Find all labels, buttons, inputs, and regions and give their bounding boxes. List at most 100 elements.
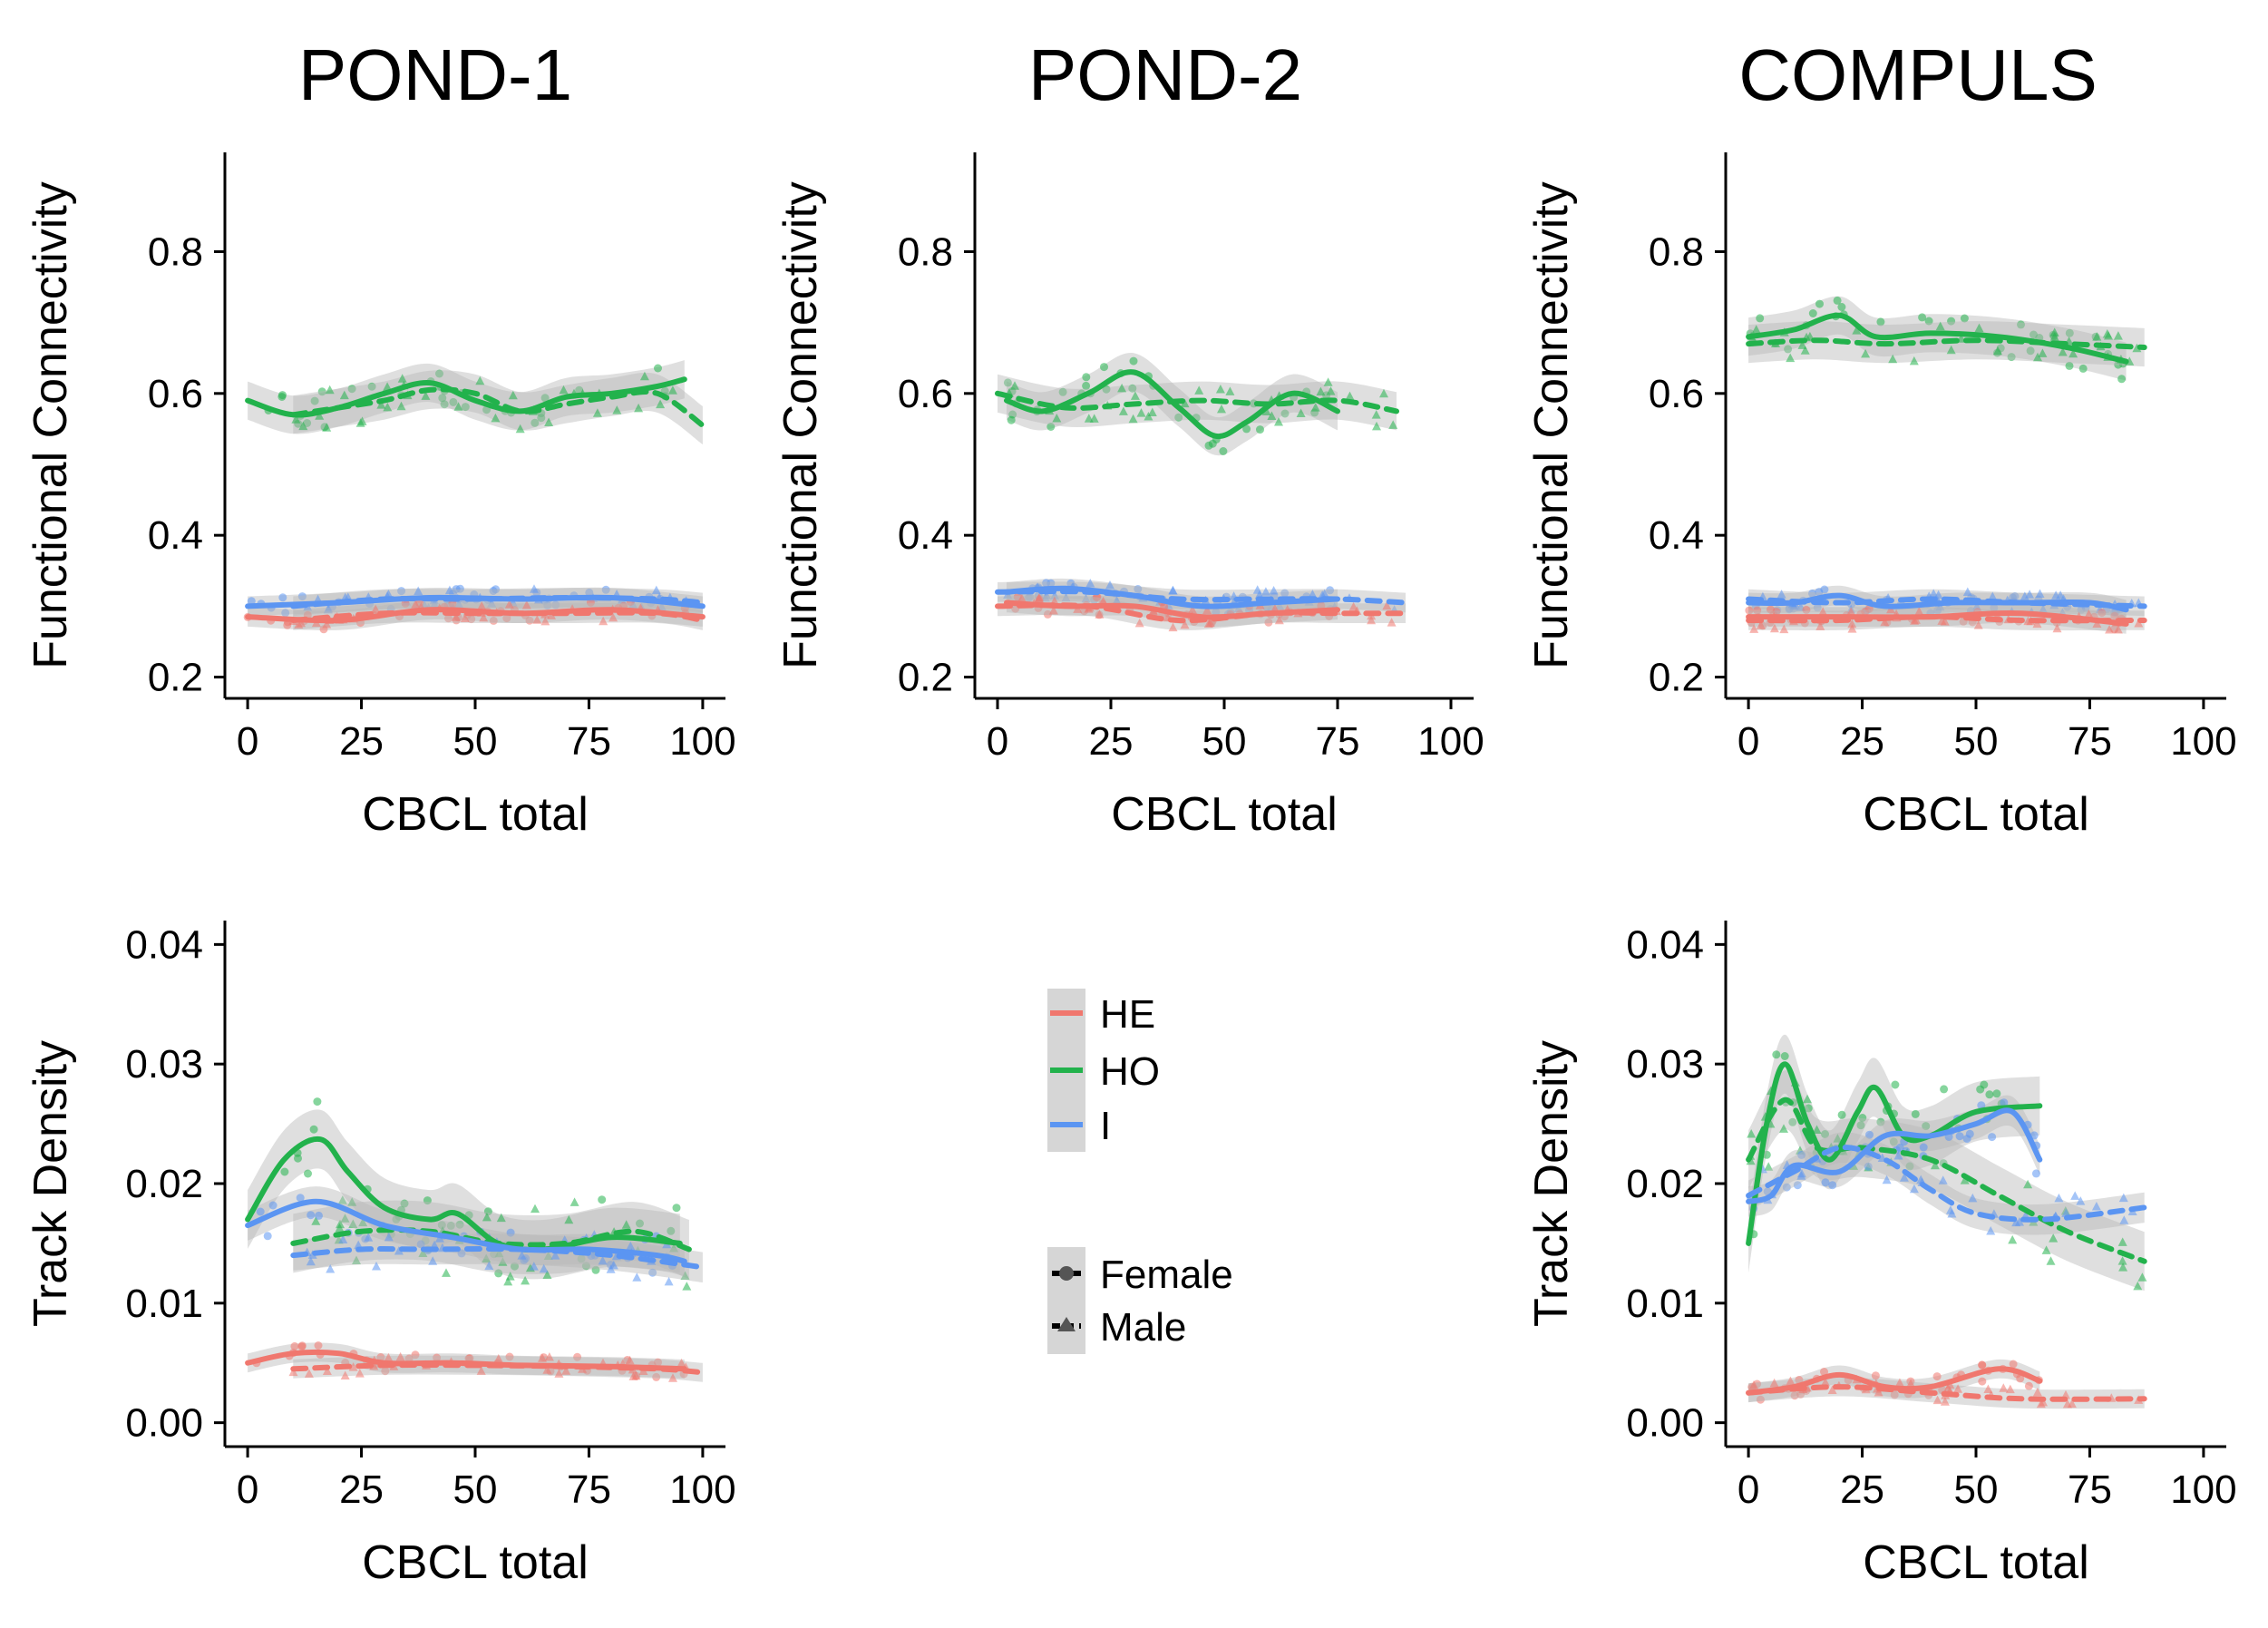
data-point-female [1745,606,1754,615]
data-point-female [392,1214,401,1223]
data-point-male [394,1246,404,1255]
data-point-male [544,1352,554,1361]
data-point-female [309,1125,318,1134]
data-point-female [1100,363,1108,372]
data-point-male [1827,1385,1837,1394]
data-point-male [451,612,461,621]
data-point-female [1780,1052,1789,1060]
data-point-female [1992,1089,2001,1098]
data-point-female [648,1268,657,1277]
data-point-female [315,1211,323,1220]
data-point-male [564,1214,574,1224]
data-point-male [2049,332,2059,341]
data-point-female [1003,378,1012,387]
data-point-male [1894,1378,1904,1387]
legend-label-i: I [1100,1104,1111,1148]
data-point-male [1932,1395,1942,1405]
data-point-female [1858,1114,1867,1122]
data-point-male [337,1195,347,1204]
legend-label-male: Male [1100,1305,1186,1350]
data-point-male [2041,1245,2051,1254]
data-point-male [1194,385,1204,395]
data-point-male [2070,1191,2080,1200]
legend-marker-female [1059,1266,1074,1281]
data-point-female [278,391,287,400]
series-line-he-male [290,1362,706,1376]
data-point-male [1796,1168,1806,1178]
data-point-male [1180,619,1190,629]
data-point-female [433,1353,442,1362]
data-point-female [654,364,662,373]
data-point-male [418,1248,428,1257]
data-point-female [1890,1390,1899,1399]
data-point-male [508,390,518,400]
data-point-male [1983,1384,1993,1393]
data-point-male [1779,624,1789,634]
data-point-male [1937,616,1947,625]
data-point-male [1747,1129,1757,1138]
data-point-male [1203,619,1213,628]
data-point-male [626,1241,636,1251]
data-point-female [1821,1178,1830,1187]
data-point-male [430,599,440,609]
x-tick-label: 25 [1089,719,1134,764]
series-line-i-male [1746,1145,2147,1223]
data-point-male [1371,410,1381,419]
data-point-male [598,1255,608,1265]
data-point-male [482,1212,492,1222]
data-point-female [1256,425,1264,434]
data-point-male [2038,348,2048,357]
data-point-female [416,1240,425,1249]
data-point-female [540,394,550,403]
data-point-male [2117,1256,2127,1265]
data-point-male [1986,1226,1996,1235]
data-point-male [1225,386,1235,395]
data-point-female [1082,373,1091,382]
data-point-male [395,1351,405,1361]
data-point-male [1993,346,2002,356]
data-point-male [1081,593,1091,603]
data-point-male [2032,1387,2042,1397]
y-tick-label: 0.6 [1649,372,1704,416]
data-point-female [1788,1117,1797,1126]
data-point-male [355,1369,365,1378]
data-point-male [1052,414,1062,423]
x-tick-label: 50 [1202,719,1247,764]
data-point-female [1960,314,1969,323]
data-point-male [592,408,602,417]
data-point-female [1782,1183,1791,1192]
column-titles: POND-1 POND-2 COMPULS [298,34,2098,115]
data-point-male [1935,601,1945,611]
data-point-female [2009,1360,2018,1369]
data-point-female [446,1221,455,1230]
data-point-male [1128,414,1138,424]
data-point-female [310,396,319,405]
data-point-male [2032,619,2042,629]
data-point-male [2092,332,2102,341]
data-point-male [651,585,661,595]
data-point-male [2049,1233,2059,1243]
data-point-female [297,1341,307,1350]
data-point-male [2068,348,2078,358]
data-point-male [632,1272,642,1282]
data-point-male [1134,618,1144,628]
data-point-female [505,1352,514,1361]
confidence-band [1748,1034,2040,1273]
data-point-female [2031,1169,2040,1178]
data-point-male [542,1270,552,1279]
data-point-male [1144,412,1153,421]
data-point-male [1345,391,1355,401]
data-point-male [1960,1175,1970,1184]
data-point-male [667,385,677,395]
data-point-female [297,592,307,601]
data-point-female [1820,585,1829,594]
data-point-female [296,1194,305,1203]
data-point-female [1924,317,1933,326]
data-point-male [315,411,325,420]
data-point-female [1280,589,1290,598]
data-point-female [1808,309,1817,317]
data-point-male [2134,619,2144,628]
data-point-female [455,584,464,593]
data-point-male [1769,1378,1779,1388]
data-point-male [1387,618,1397,627]
